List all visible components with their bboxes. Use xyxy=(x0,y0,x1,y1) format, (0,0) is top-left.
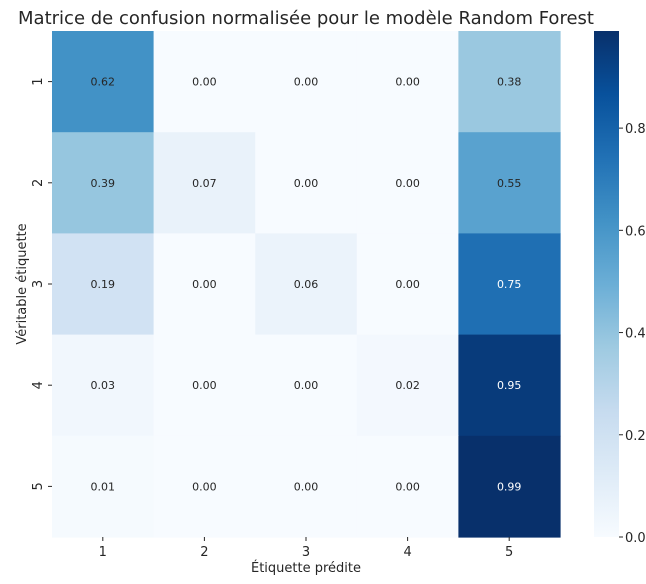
y-tick-label: 4 xyxy=(31,381,46,389)
heatmap-cell xyxy=(356,334,459,437)
colorbar-tick-label: 0.2 xyxy=(625,429,646,444)
cell-value-label: 0.99 xyxy=(497,480,522,493)
cell-value-label: 0.00 xyxy=(192,76,217,89)
colorbar-ticks: 0.0 0.2 0.4 0.6 0.8 xyxy=(619,122,646,546)
cell-value-label: 0.02 xyxy=(395,379,420,392)
heatmap-cell xyxy=(52,233,155,336)
heatmap-cell xyxy=(52,435,155,538)
x-tick-label: 1 xyxy=(99,545,107,560)
cell-value-label: 0.00 xyxy=(294,379,319,392)
heatmap-cell xyxy=(458,435,561,538)
cell-value-label: 0.00 xyxy=(192,379,217,392)
cell-value-label: 0.00 xyxy=(294,480,319,493)
cell-value-label: 0.01 xyxy=(91,480,116,493)
heatmap-cell xyxy=(356,233,459,336)
cell-value-label: 0.00 xyxy=(395,480,420,493)
heatmap-cell xyxy=(52,132,155,234)
cell-value-label: 0.00 xyxy=(395,177,420,190)
cell-value-label: 0.00 xyxy=(395,278,420,291)
heatmap-cell xyxy=(356,132,459,234)
heatmap-cell xyxy=(356,435,459,538)
cell-value-label: 0.19 xyxy=(91,278,116,291)
y-tick-label: 1 xyxy=(31,77,46,85)
heatmap-cell xyxy=(356,31,459,133)
heatmap-cell xyxy=(255,31,358,133)
heatmap-cell xyxy=(255,334,358,437)
heatmap-cell xyxy=(255,132,358,234)
y-axis-label: Véritable étiquette xyxy=(15,223,30,344)
y-axis-ticks: 1 2 3 4 5 xyxy=(31,77,52,491)
colorbar-tick-label: 0.0 xyxy=(625,531,646,546)
cell-value-label: 0.62 xyxy=(91,76,116,89)
cell-value-label: 0.75 xyxy=(497,278,522,291)
cell-value-label: 0.38 xyxy=(497,76,522,89)
y-tick-label: 3 xyxy=(31,280,46,288)
heatmap-cell xyxy=(458,31,561,133)
cell-value-label: 0.00 xyxy=(294,177,319,190)
heatmap-cell xyxy=(458,233,561,336)
y-tick-label: 2 xyxy=(31,179,46,187)
heatmap-cell xyxy=(153,31,256,133)
colorbar-tick-label: 0.4 xyxy=(625,327,646,342)
x-tick-label: 2 xyxy=(200,545,208,560)
cell-value-label: 0.03 xyxy=(91,379,116,392)
heatmap-cell xyxy=(255,233,358,336)
x-axis-ticks: 1 2 3 4 5 xyxy=(99,537,513,560)
x-tick-label: 4 xyxy=(403,545,411,560)
colorbar-tick-label: 0.8 xyxy=(625,122,646,137)
heatmap-cell xyxy=(52,334,155,437)
cell-value-label: 0.00 xyxy=(294,76,319,89)
x-tick-label: 5 xyxy=(505,545,513,560)
x-axis-label: Étiquette prédite xyxy=(251,560,361,576)
cell-value-label: 0.55 xyxy=(497,177,522,190)
cell-value-label: 0.07 xyxy=(192,177,217,190)
heatmap-cell xyxy=(153,334,256,437)
y-tick-label: 5 xyxy=(31,482,46,490)
heatmap-cell xyxy=(153,435,256,538)
chart-title: Matrice de confusion normalisée pour le … xyxy=(18,8,594,29)
heatmap-cell xyxy=(153,132,256,234)
heatmap-cell xyxy=(458,132,561,234)
heatmap-cell xyxy=(458,334,561,437)
cell-value-label: 0.06 xyxy=(294,278,319,291)
heatmap-cell xyxy=(255,435,358,538)
colorbar xyxy=(594,31,619,537)
cell-value-label: 0.00 xyxy=(192,480,217,493)
heatmap-cells: 0.62 0.00 0.00 0.00 0.38 0.39 0.07 0.00 0.00 0.55… xyxy=(52,31,561,538)
cell-value-label: 0.39 xyxy=(91,177,116,190)
heatmap-cell xyxy=(153,233,256,336)
x-tick-label: 3 xyxy=(302,545,310,560)
colorbar-tick-label: 0.6 xyxy=(625,224,646,239)
heatmap-cell xyxy=(52,31,155,133)
cell-value-label: 0.95 xyxy=(497,379,522,392)
cell-value-label: 0.00 xyxy=(395,76,420,89)
cell-value-label: 0.00 xyxy=(192,278,217,291)
